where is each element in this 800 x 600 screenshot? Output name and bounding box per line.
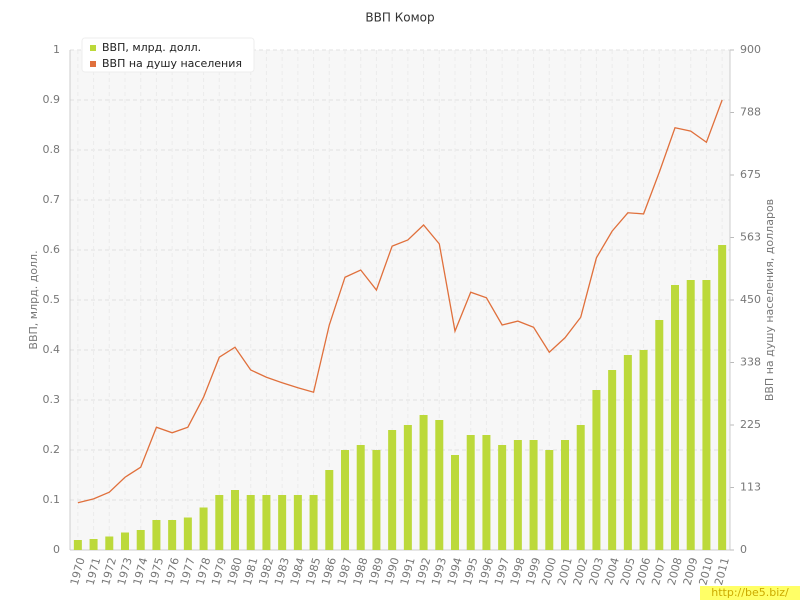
legend-text: ВВП на душу населения — [102, 57, 242, 70]
chart-title: ВВП Комор — [365, 11, 434, 25]
y2-tick-label: 450 — [740, 293, 761, 306]
y2-tick-label: 675 — [740, 168, 761, 181]
watermark-background — [700, 586, 800, 600]
bar — [372, 450, 381, 550]
legend-text: ВВП, млрд. долл. — [102, 41, 201, 54]
y-tick-label: 0.9 — [43, 93, 61, 106]
bar — [686, 280, 695, 550]
bar — [718, 245, 727, 550]
bar — [168, 520, 177, 550]
bar — [623, 355, 632, 550]
watermark: http://be5.biz/ — [711, 586, 789, 599]
y2-tick-label: 113 — [740, 481, 761, 494]
bar — [513, 440, 522, 550]
bar — [309, 495, 318, 550]
bar — [702, 280, 711, 550]
bar — [466, 435, 475, 550]
y2-axis-label: ВВП на душу населения, долларов — [763, 199, 776, 401]
legend-swatch — [90, 45, 96, 51]
y-tick-label: 0 — [53, 543, 60, 556]
y2-tick-label: 563 — [740, 231, 761, 244]
bar — [655, 320, 664, 550]
bar — [341, 450, 349, 550]
bar — [325, 470, 334, 550]
bar — [419, 415, 428, 550]
bar — [639, 350, 648, 550]
bar — [388, 430, 397, 550]
bar — [121, 532, 129, 550]
y-tick-label: 0.3 — [43, 393, 61, 406]
bar — [403, 425, 412, 550]
y2-tick-label: 338 — [740, 356, 761, 369]
y-tick-label: 0.1 — [43, 493, 61, 506]
bar — [482, 435, 491, 550]
bar — [608, 370, 617, 550]
bar — [183, 517, 192, 550]
bar — [545, 450, 554, 550]
bar — [73, 540, 82, 550]
bar — [671, 285, 679, 550]
bar — [592, 390, 601, 550]
bar — [293, 495, 302, 550]
y-tick-label: 1 — [53, 43, 60, 56]
bar — [246, 495, 255, 550]
y2-tick-label: 788 — [740, 106, 761, 119]
y-tick-label: 0.7 — [43, 193, 61, 206]
y-axis-label: ВВП, млрд. долл. — [27, 250, 40, 349]
bar — [576, 425, 585, 550]
y-tick-label: 0.4 — [43, 343, 61, 356]
bar — [561, 440, 569, 550]
bar — [231, 490, 239, 550]
bar — [529, 440, 538, 550]
y-tick-label: 0.2 — [43, 443, 61, 456]
y2-tick-label: 900 — [740, 43, 761, 56]
bar — [278, 495, 287, 550]
bar — [262, 495, 271, 550]
y-tick-label: 0.5 — [43, 293, 61, 306]
legend-box — [81, 37, 255, 73]
bar — [105, 536, 114, 550]
y2-tick-label: 225 — [740, 418, 761, 431]
bar — [89, 539, 98, 550]
legend-swatch — [90, 61, 96, 67]
bar — [498, 445, 507, 550]
bar — [215, 495, 224, 550]
bar — [435, 420, 444, 550]
bar — [152, 520, 161, 550]
bar — [199, 507, 208, 550]
y-tick-label: 0.6 — [43, 243, 61, 256]
y2-tick-label: 0 — [740, 543, 747, 556]
line — [77, 99, 723, 504]
bar — [451, 455, 459, 550]
bar — [136, 530, 145, 550]
y-tick-label: 0.8 — [43, 143, 61, 156]
bar — [356, 445, 365, 550]
